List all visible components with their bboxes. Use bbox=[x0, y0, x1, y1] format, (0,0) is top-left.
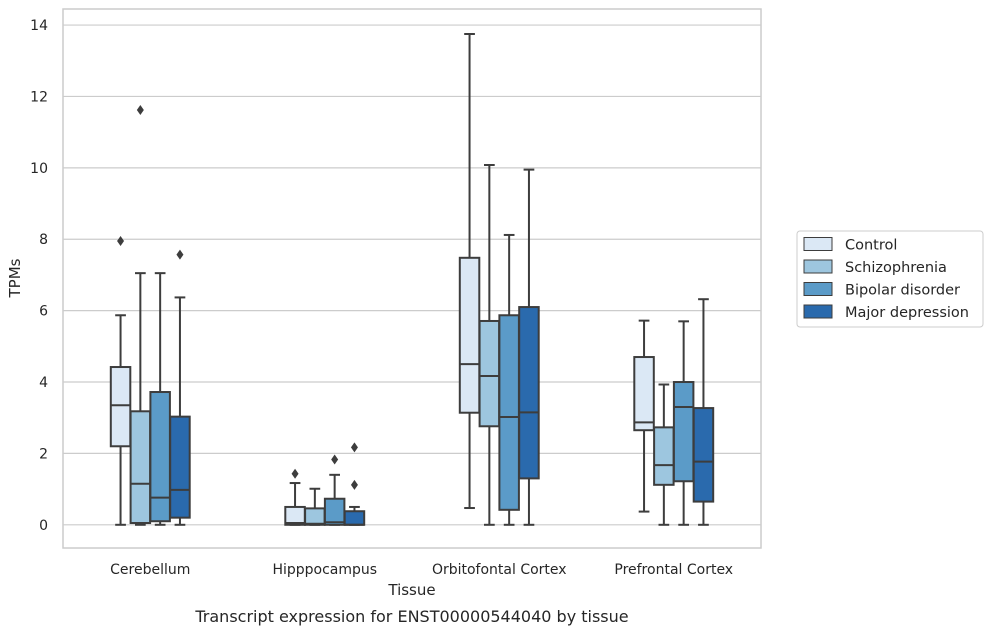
box-iqr bbox=[323, 497, 346, 526]
box-iqr bbox=[653, 426, 675, 486]
y-tick-label: 0 bbox=[39, 518, 48, 534]
box-major-depression bbox=[692, 298, 715, 526]
legend-label: Schizophrenia bbox=[845, 260, 947, 276]
outlier-point bbox=[136, 105, 144, 116]
x-tick-labels: Cerebellum Hipppocampus Orbitofontal Corte… bbox=[110, 562, 733, 578]
x-axis-label: Tissue bbox=[387, 581, 435, 599]
plot-frame bbox=[62, 8, 762, 549]
box-schizophrenia bbox=[129, 105, 152, 526]
y-tick-label: 10 bbox=[30, 161, 48, 177]
legend: Control Schizophrenia Bipolar disorder Majo… bbox=[796, 230, 984, 328]
box-iqr bbox=[498, 314, 520, 511]
legend-frame bbox=[796, 230, 984, 328]
box-control bbox=[109, 236, 132, 526]
outlier-point bbox=[176, 249, 184, 260]
box-iqr bbox=[169, 415, 191, 519]
legend-label: Major depression bbox=[845, 305, 969, 321]
box-control bbox=[458, 32, 481, 510]
outlier-point bbox=[117, 236, 125, 247]
chart-caption: Transcript expression for ENST0000054404… bbox=[194, 607, 628, 626]
boxes bbox=[109, 32, 715, 526]
box-iqr bbox=[149, 391, 171, 523]
x-tick-label: Orbitofontal Cortex bbox=[432, 562, 567, 578]
box-iqr bbox=[633, 356, 655, 432]
legend-label: Bipolar disorder bbox=[845, 283, 960, 299]
legend-swatch bbox=[803, 304, 833, 319]
legend-swatch bbox=[803, 259, 833, 274]
box-iqr bbox=[518, 306, 540, 480]
outlier-point bbox=[291, 468, 299, 479]
legend-swatch bbox=[803, 282, 833, 296]
y-tick-label: 4 bbox=[39, 375, 48, 391]
y-axis-label: TPMs bbox=[6, 258, 24, 298]
box-iqr bbox=[109, 366, 132, 448]
outlier-point bbox=[331, 454, 339, 465]
box-schizophrenia bbox=[653, 383, 675, 526]
outlier-point bbox=[350, 479, 358, 490]
y-tick-label: 6 bbox=[39, 304, 48, 320]
box-major-depression bbox=[169, 249, 191, 526]
x-tick-label: Hipppocampus bbox=[272, 562, 377, 578]
box-iqr bbox=[129, 410, 152, 525]
x-tick-label: Prefrontal Cortex bbox=[614, 562, 733, 578]
box-major-depression bbox=[518, 168, 540, 526]
y-tick-label: 12 bbox=[30, 89, 48, 105]
y-tick-label: 8 bbox=[39, 232, 48, 248]
box-control bbox=[284, 468, 306, 526]
box-iqr bbox=[478, 319, 501, 428]
outlier-point bbox=[350, 442, 358, 453]
x-tick-label: Cerebellum bbox=[110, 562, 190, 578]
box-bipolar-disorder bbox=[323, 454, 346, 526]
box-control bbox=[633, 319, 655, 513]
legend-swatch bbox=[803, 237, 833, 251]
y-tick-label: 14 bbox=[30, 18, 48, 34]
y-tick-labels: 0 2 4 6 8 10 12 14 bbox=[30, 18, 48, 534]
box-major-depression bbox=[343, 442, 366, 526]
box-iqr bbox=[692, 407, 715, 503]
box-iqr bbox=[343, 510, 366, 526]
box-iqr bbox=[458, 256, 481, 414]
y-tick-label: 2 bbox=[39, 446, 48, 462]
legend-label: Control bbox=[845, 238, 897, 254]
box-bipolar-disorder bbox=[498, 233, 520, 526]
box-iqr bbox=[304, 507, 326, 526]
box-iqr bbox=[672, 381, 695, 483]
